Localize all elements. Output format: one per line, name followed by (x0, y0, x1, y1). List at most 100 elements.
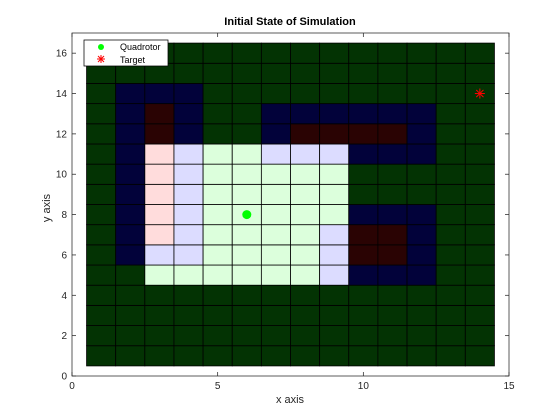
grid-cell-free (144, 304, 175, 326)
grid-cell-free (435, 143, 466, 165)
grid-cell-free (202, 42, 233, 64)
grid-cell-free (231, 304, 262, 326)
grid-cell-free (202, 83, 233, 105)
grid-cell-free (406, 325, 437, 347)
grid-cell-free (319, 62, 350, 84)
grid-cell-obstacle (377, 204, 408, 226)
grid-cell-sensed-free (202, 143, 233, 165)
grid-cell-obstacle (290, 103, 321, 125)
grid-cell-free (406, 42, 437, 64)
grid-cell-free (435, 123, 466, 145)
grid-cell-free (202, 123, 233, 145)
target-point (474, 88, 485, 99)
grid-cell-sensed-free (290, 163, 321, 185)
plot-area (72, 33, 509, 376)
grid-cell-sensed-obstacle (290, 143, 321, 165)
grid-cell-obstacle (348, 204, 379, 226)
x-tick-label: 15 (503, 381, 515, 392)
grid-cell-free (406, 62, 437, 84)
grid-cell-sensed-free (290, 224, 321, 246)
grid-cell-free (86, 264, 117, 286)
grid-cell-sensed-free (202, 163, 233, 185)
grid-cell-free (86, 345, 117, 367)
grid-cell-free (464, 163, 495, 185)
grid-cell-obstacle-dark-red (348, 244, 379, 266)
grid-cell-free (144, 345, 175, 367)
grid-cell-sensed-free (260, 244, 291, 266)
grid-cell-obstacle-dark-red (144, 103, 175, 125)
grid-cell-free (290, 284, 321, 306)
y-tick-label: 4 (61, 291, 67, 302)
y-tick-label: 10 (56, 170, 68, 181)
grid-cell-sensed-red (144, 224, 175, 246)
grid-cell-free (231, 345, 262, 367)
grid-cell-free (86, 304, 117, 326)
grid-cell-sensed-free (144, 264, 175, 286)
grid-cell-free (464, 264, 495, 286)
grid-cell-obstacle (319, 103, 350, 125)
grid-cell-sensed-red (144, 183, 175, 205)
grid-cell-sensed-obstacle (319, 244, 350, 266)
grid-cell-sensed-free (231, 264, 262, 286)
grid-cell-free (115, 325, 146, 347)
grid-cell-free (464, 42, 495, 64)
grid-cell-sensed-free (290, 183, 321, 205)
grid-cell-free (231, 325, 262, 347)
grid-cell-obstacle (115, 204, 146, 226)
grid-cell-free (290, 325, 321, 347)
grid-cell-free (173, 284, 204, 306)
grid-cell-obstacle (377, 103, 408, 125)
grid-cell-free (464, 123, 495, 145)
grid-cell-free (260, 83, 291, 105)
grid-cell-free (377, 163, 408, 185)
grid-cell-free (435, 103, 466, 125)
grid-cell-free (377, 284, 408, 306)
grid-cell-free (86, 123, 117, 145)
grid-cell-free (290, 42, 321, 64)
grid-cell-free (348, 183, 379, 205)
grid-cell-sensed-obstacle (173, 143, 204, 165)
grid-cell-obstacle (260, 103, 291, 125)
grid-cell-obstacle (406, 224, 437, 246)
grid-cell-sensed-free (260, 264, 291, 286)
grid-cell-obstacle (406, 204, 437, 226)
grid-cell-obstacle (406, 123, 437, 145)
grid-cell-sensed-free (319, 163, 350, 185)
grid-cell-sensed-obstacle (173, 163, 204, 185)
grid-cell-free (202, 284, 233, 306)
grid-cell-obstacle (115, 183, 146, 205)
grid-cell-free (435, 83, 466, 105)
grid-cell-free (260, 42, 291, 64)
grid-cell-free (86, 244, 117, 266)
grid-cell-obstacle (115, 224, 146, 246)
grid-cell-sensed-free (202, 183, 233, 205)
grid-cell-obstacle (115, 103, 146, 125)
grid-cell-obstacle (348, 143, 379, 165)
grid-cell-free (319, 304, 350, 326)
grid-cell-free (231, 123, 262, 145)
grid-cell-obstacle-dark-red (377, 244, 408, 266)
grid-cell-free (435, 62, 466, 84)
grid-cell-free (435, 224, 466, 246)
grid-cell-sensed-free (260, 163, 291, 185)
grid-cell-free (464, 62, 495, 84)
y-tick-label: 14 (56, 89, 68, 100)
grid-cell-obstacle (173, 123, 204, 145)
grid-cell-free (260, 304, 291, 326)
grid-cell-free (348, 163, 379, 185)
grid-cell-sensed-free (173, 264, 204, 286)
grid-cell-obstacle (115, 143, 146, 165)
grid-cell-sensed-free (231, 163, 262, 185)
grid-cell-free (435, 244, 466, 266)
grid-cell-free (319, 42, 350, 64)
grid-cell-free (260, 325, 291, 347)
grid-cell-obstacle-dark-red (319, 123, 350, 145)
grid-cell-obstacle (348, 103, 379, 125)
grid-cell-free (115, 345, 146, 367)
grid-cell-free (435, 325, 466, 347)
grid-cell-obstacle (406, 244, 437, 266)
data-markers (242, 88, 485, 220)
grid-cell-free (377, 42, 408, 64)
grid-cell-free (406, 284, 437, 306)
